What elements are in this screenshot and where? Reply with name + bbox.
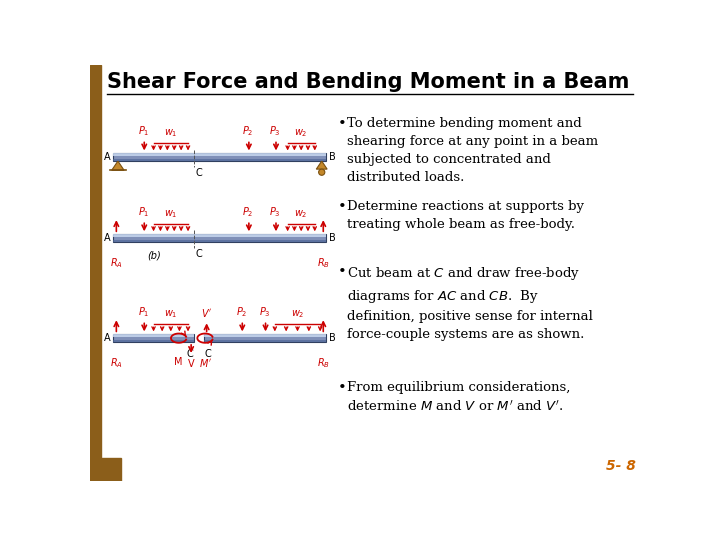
Bar (113, 153, 326, 161)
Text: Shear Force and Bending Moment in a Beam: Shear Force and Bending Moment in a Beam (107, 72, 629, 92)
Text: $R_A$: $R_A$ (110, 356, 123, 370)
Text: $w_2$: $w_2$ (291, 309, 305, 320)
Text: $w_1$: $w_1$ (164, 309, 178, 320)
Bar (113, 153, 326, 156)
Bar (90, 457, 121, 481)
Text: $w_1$: $w_1$ (164, 127, 178, 139)
Text: C: C (196, 168, 202, 178)
Bar (113, 334, 194, 337)
Text: Determine reactions at supports by
treating whole beam as free-body.: Determine reactions at supports by treat… (347, 200, 585, 231)
Text: Cut beam at $C$ and draw free-body
diagrams for $AC$ and $CB$.  By
definition, p: Cut beam at $C$ and draw free-body diagr… (347, 265, 593, 341)
Text: $P_2$: $P_2$ (235, 305, 247, 319)
Text: (b): (b) (147, 251, 161, 260)
Text: •: • (338, 381, 347, 395)
Text: $w_1$: $w_1$ (164, 208, 178, 220)
Bar (113, 340, 194, 342)
Text: B: B (329, 233, 336, 243)
Text: $R_B$: $R_B$ (317, 256, 330, 269)
Bar (113, 234, 326, 237)
Text: •: • (338, 117, 347, 131)
Bar (204, 334, 326, 342)
Text: A: A (104, 152, 111, 162)
Text: •: • (338, 200, 347, 213)
Text: $R_A$: $R_A$ (110, 256, 123, 269)
Text: $P_2$: $P_2$ (243, 205, 254, 219)
Text: $w_2$: $w_2$ (294, 208, 308, 220)
Text: $P_3$: $P_3$ (269, 205, 281, 219)
Text: $M'$: $M'$ (199, 357, 212, 369)
Text: $P_3$: $P_3$ (259, 305, 271, 319)
Text: $P_1$: $P_1$ (138, 124, 149, 138)
Text: $P_1$: $P_1$ (138, 305, 149, 319)
Text: C: C (196, 249, 202, 259)
Text: M: M (174, 357, 183, 367)
Text: B: B (329, 152, 336, 162)
Circle shape (319, 169, 325, 176)
Text: •: • (338, 265, 347, 279)
Text: $P_2$: $P_2$ (243, 124, 254, 138)
Text: A: A (104, 333, 111, 343)
Bar (113, 234, 326, 242)
Text: C: C (204, 349, 211, 359)
Text: $R_B$: $R_B$ (317, 356, 330, 370)
Text: A: A (104, 233, 111, 243)
Text: $w_2$: $w_2$ (294, 127, 308, 139)
Bar (113, 159, 326, 161)
Text: To determine bending moment and
shearing force at any point in a beam
subjected : To determine bending moment and shearing… (347, 117, 598, 184)
Text: $V'$: $V'$ (201, 307, 212, 319)
Bar (113, 334, 194, 342)
Text: $P_3$: $P_3$ (269, 124, 281, 138)
Bar (113, 240, 326, 242)
Bar (90, 65, 101, 481)
Polygon shape (316, 161, 327, 169)
Polygon shape (112, 161, 124, 170)
Bar (204, 334, 326, 337)
Text: 5- 8: 5- 8 (606, 459, 636, 473)
Text: C: C (186, 349, 194, 359)
Text: $P_1$: $P_1$ (138, 205, 149, 219)
Text: V: V (188, 359, 194, 369)
Text: B: B (329, 333, 336, 343)
Bar (204, 340, 326, 342)
Text: From equilibrium considerations,
determine $M$ and $V$ or $M'$ and $V'$.: From equilibrium considerations, determi… (347, 381, 571, 414)
